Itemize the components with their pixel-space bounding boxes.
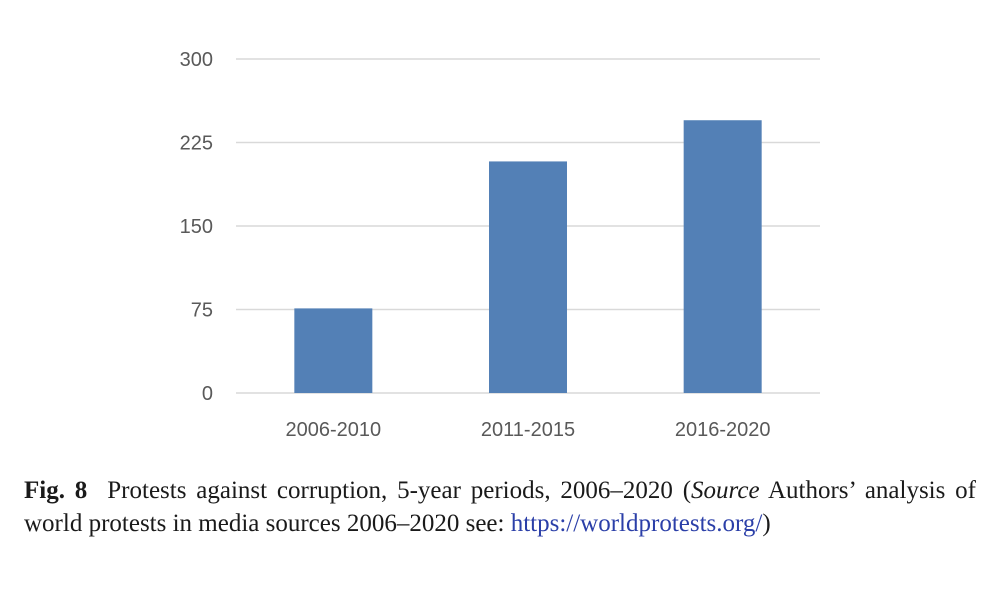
caption-source-label: Source [691, 477, 760, 504]
bar [294, 308, 373, 393]
caption-link[interactable]: https://worldprotests.org/ [510, 510, 763, 537]
y-axis-tick-labels: 0 75 150 225 300 [180, 49, 213, 405]
caption-text-2: Authors’ analysis of world protests in m… [24, 477, 976, 537]
bar [683, 120, 762, 393]
y-tick-label: 300 [180, 49, 213, 71]
y-tick-label: 0 [202, 383, 213, 405]
x-tick-label: 2016-2020 [675, 419, 771, 441]
bar [489, 161, 567, 393]
bar-chart: 0 75 150 225 300 2006-2010 2011-2015 2016-2020 [180, 49, 820, 441]
y-tick-label: 225 [180, 133, 213, 155]
bars [294, 120, 762, 393]
x-tick-label: 2011-2015 [481, 419, 575, 441]
y-tick-label: 150 [180, 216, 213, 238]
x-tick-label: 2006-2010 [286, 419, 382, 441]
caption-text-3: ) [762, 510, 771, 537]
figure-caption: Fig. 8 Protests against corruption, 5-yea… [24, 474, 976, 540]
caption-text-1: Protests against corruption, 5-year peri… [107, 477, 692, 504]
y-tick-label: 75 [191, 300, 213, 322]
figure-label: Fig. 8 [24, 477, 88, 504]
x-axis-tick-labels: 2006-2010 2011-2015 2016-2020 [286, 419, 771, 441]
